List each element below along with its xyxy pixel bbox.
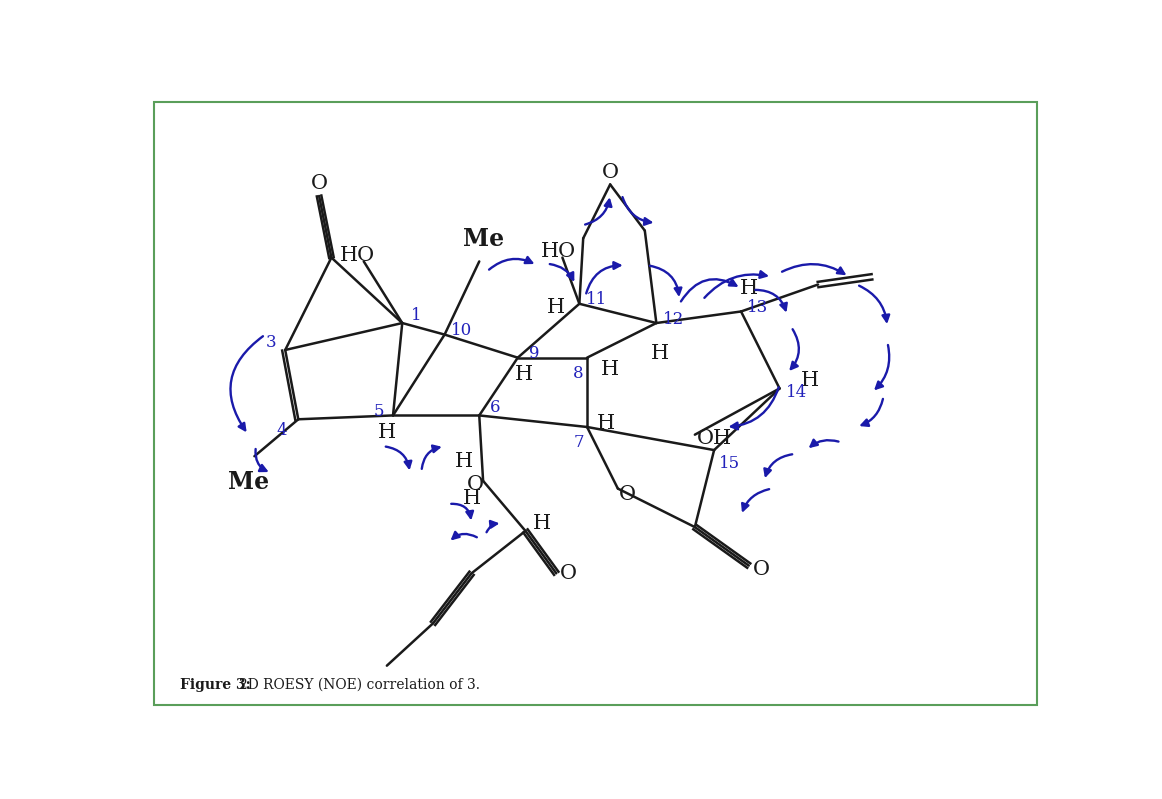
Text: O: O <box>560 564 578 582</box>
Text: Me: Me <box>462 227 503 251</box>
Text: H: H <box>597 414 616 432</box>
Text: O: O <box>753 560 769 579</box>
Text: 11: 11 <box>586 292 607 308</box>
Text: HO: HO <box>541 242 576 261</box>
Text: 14: 14 <box>786 384 808 401</box>
Text: H: H <box>651 344 669 364</box>
Text: 3: 3 <box>266 334 277 351</box>
Text: H: H <box>802 372 819 390</box>
Text: O: O <box>602 163 618 181</box>
Text: HO: HO <box>340 246 375 264</box>
Text: 4: 4 <box>277 423 287 439</box>
Text: Me: Me <box>228 470 268 494</box>
Text: O: O <box>310 174 328 193</box>
Text: 5: 5 <box>374 403 385 420</box>
Text: H: H <box>601 360 619 379</box>
Text: O: O <box>467 475 483 495</box>
Text: H: H <box>454 452 473 471</box>
Text: 8: 8 <box>573 364 583 382</box>
Text: O: O <box>618 485 636 504</box>
Text: 12: 12 <box>662 311 684 328</box>
Text: 10: 10 <box>451 322 472 340</box>
Text: 9: 9 <box>530 345 540 362</box>
Text: H: H <box>515 365 533 384</box>
Text: 13: 13 <box>747 299 768 316</box>
Text: H: H <box>547 298 566 317</box>
Text: H: H <box>533 514 552 533</box>
Text: 7: 7 <box>574 434 584 451</box>
Text: 1: 1 <box>411 307 422 324</box>
Text: H: H <box>378 423 396 442</box>
Text: 6: 6 <box>489 400 500 416</box>
Text: H: H <box>740 279 758 298</box>
Text: OH: OH <box>696 429 732 448</box>
Text: 2D ROESY (NOE) correlation of 3.: 2D ROESY (NOE) correlation of 3. <box>239 678 480 692</box>
Text: Figure 3:: Figure 3: <box>180 678 251 692</box>
Text: H: H <box>462 489 481 508</box>
Text: 15: 15 <box>719 455 740 472</box>
